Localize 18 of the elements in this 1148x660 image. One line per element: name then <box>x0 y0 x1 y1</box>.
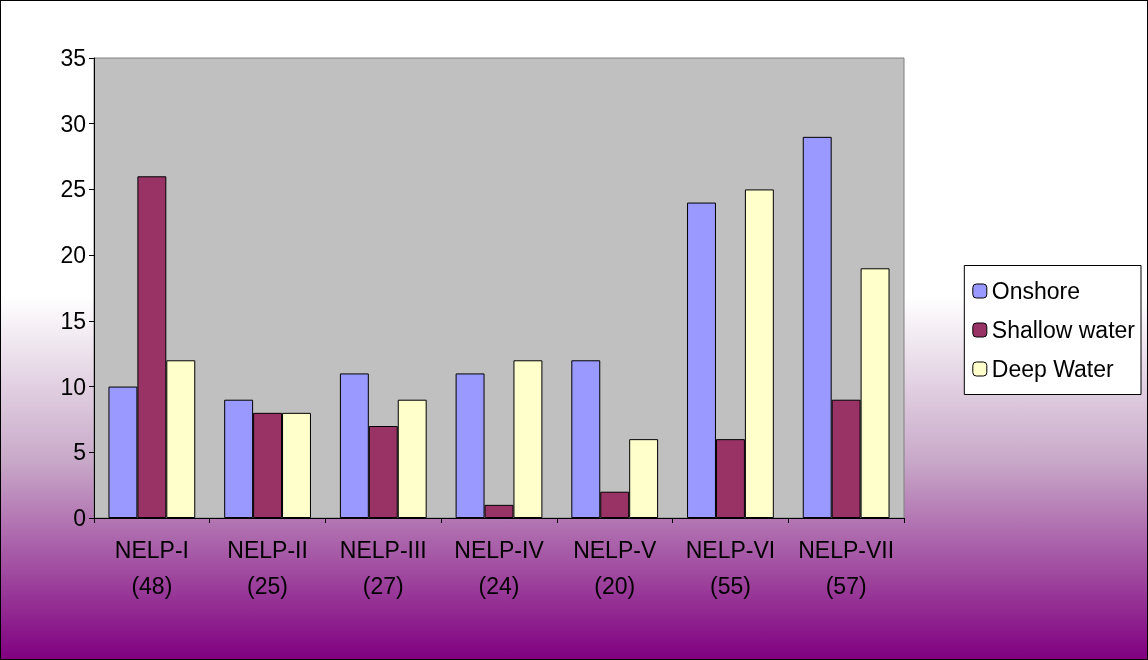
y-tick-label: 15 <box>60 307 86 334</box>
y-tick-label: 0 <box>73 505 86 531</box>
legend-label: Shallow water <box>991 317 1136 343</box>
y-tick-label: 30 <box>60 110 86 137</box>
y-tick-label: 35 <box>60 45 86 71</box>
x-tick-label: NELP-I (48) <box>114 537 189 599</box>
x-tick-label: NELP-VI (55) <box>685 537 776 599</box>
legend-label: Onshore <box>991 278 1081 304</box>
x-tick-label: NELP-V (20) <box>573 537 657 599</box>
y-tick-label: 25 <box>60 176 86 203</box>
y-tick-label: 20 <box>60 242 86 269</box>
x-tick-label: NELP-IV (24) <box>454 537 545 599</box>
legend-label: Deep Water <box>991 356 1115 382</box>
x-tick-label: NELP-II (25) <box>227 537 308 599</box>
y-tick-label: 10 <box>60 373 86 400</box>
y-tick-label: 5 <box>73 439 86 466</box>
x-tick-label: NELP-III (27) <box>339 537 427 599</box>
x-tick-label: NELP-VII (57) <box>798 537 895 599</box>
